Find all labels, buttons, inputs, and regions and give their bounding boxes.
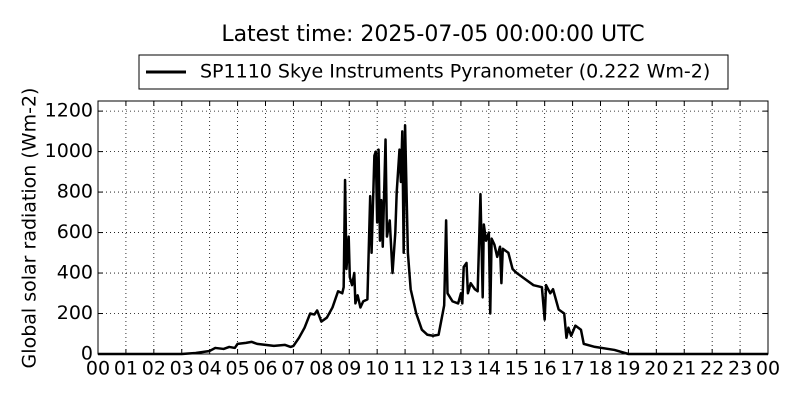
plot-frame xyxy=(97,100,769,355)
x-tick-label: 19 xyxy=(616,358,640,380)
y-tick-label: 1000 xyxy=(45,140,93,162)
x-tick-label: 11 xyxy=(393,358,417,380)
x-tick-label: 06 xyxy=(253,358,277,380)
x-tick-label: 00 xyxy=(756,358,780,380)
x-tick-label: 01 xyxy=(114,358,138,380)
x-tick-label: 02 xyxy=(142,358,166,380)
x-tick-label: 17 xyxy=(560,358,584,380)
x-tick-label: 16 xyxy=(533,358,557,380)
x-tick-label: 08 xyxy=(309,358,333,380)
x-tick-label: 10 xyxy=(365,358,389,380)
x-tick-label: 04 xyxy=(198,358,222,380)
legend xyxy=(138,54,729,90)
x-tick-label: 00 xyxy=(86,358,110,380)
y-tick-label: 0 xyxy=(81,343,93,365)
y-tick-label: 400 xyxy=(57,262,93,284)
x-tick-label: 12 xyxy=(421,358,445,380)
y-tick-label: 600 xyxy=(57,221,93,243)
chart-title: Latest time: 2025-07-05 00:00:00 UTC xyxy=(221,22,644,47)
x-tick-label: 03 xyxy=(170,358,194,380)
x-tick-label: 23 xyxy=(728,358,752,380)
y-tick-label: 200 xyxy=(57,302,93,324)
y-axis-label: Global solar radiation (Wm-2) xyxy=(19,88,41,369)
y-tick-label: 800 xyxy=(57,181,93,203)
x-tick-label: 13 xyxy=(449,358,473,380)
x-tick-label: 21 xyxy=(672,358,696,380)
y-tick-label: 1200 xyxy=(45,100,93,122)
data-line xyxy=(98,124,768,356)
x-tick-label: 22 xyxy=(700,358,724,380)
x-tick-label: 20 xyxy=(644,358,668,380)
x-tick-label: 18 xyxy=(588,358,612,380)
x-tick-label: 14 xyxy=(477,358,501,380)
x-tick-label: 07 xyxy=(281,358,305,380)
x-tick-label: 09 xyxy=(337,358,361,380)
legend-label: SP1110 Skye Instruments Pyranometer (0.2… xyxy=(200,61,710,83)
x-tick-label: 05 xyxy=(225,358,249,380)
x-tick-label: 15 xyxy=(505,358,529,380)
